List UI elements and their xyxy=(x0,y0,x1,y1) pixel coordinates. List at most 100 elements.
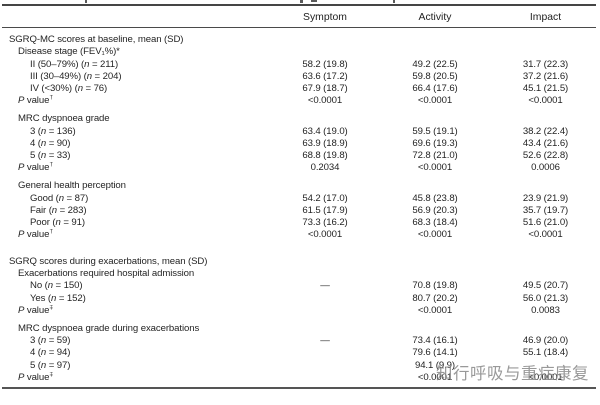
row-label: Exacerbations required hospital admissio… xyxy=(18,268,195,280)
row-label: III (30–49%) (n = 204) xyxy=(30,70,122,82)
row-label: Good (n = 87) xyxy=(30,192,89,204)
table-row: 4 (n = 90) 63.9 (18.9) 69.6 (19.3) 43.4 … xyxy=(2,138,596,150)
table-row: 3 (n = 136) 63.4 (19.0) 59.5 (19.1) 38.2… xyxy=(2,126,596,138)
symptom-value: 63.4 (19.0) xyxy=(302,125,348,137)
table-row: IV (<30%) (n = 76) 67.9 (18.7) 66.4 (17.… xyxy=(2,83,596,95)
table-row: 5 (n = 97) 94.1 (9.9) xyxy=(2,360,596,372)
activity-value: 49.2 (22.5) xyxy=(412,58,458,70)
symptom-value: — xyxy=(320,280,330,292)
table-row: Yes (n = 152) 80.7 (20.2) 56.0 (21.3) xyxy=(2,293,596,305)
table-row: Disease stage (FEV₁%)* xyxy=(2,46,596,58)
row-label: IV (<30%) (n = 76) xyxy=(30,83,108,95)
impact-value: 43.4 (21.6) xyxy=(522,137,569,149)
row-label: P value† xyxy=(18,95,54,107)
table-row: MRC dyspnoea grade xyxy=(2,113,596,125)
table-row: MRC dyspnoea grade during exacerbations xyxy=(2,323,596,335)
activity-value: <0.0001 xyxy=(417,304,453,316)
impact-value: 52.6 (22.8) xyxy=(522,150,569,162)
row-label: Poor (n = 91) xyxy=(30,217,85,229)
row-label: P value† xyxy=(18,229,54,241)
table-row: Exacerbations required hospital admissio… xyxy=(2,268,596,280)
impact-value: 0.0083 xyxy=(531,304,560,316)
activity-value: <0.0001 xyxy=(417,162,453,174)
table-row: SGRQ scores during exacerbations, mean (… xyxy=(2,256,596,268)
cutoff-text-fragment xyxy=(393,0,395,3)
symptom-value: 73.3 (16.2) xyxy=(302,217,348,229)
activity-value: 79.6 (14.1) xyxy=(412,347,458,359)
impact-value: 46.9 (20.0) xyxy=(522,335,569,347)
table-row: Fair (n = 283) 61.5 (17.9) 56.9 (20.3) 3… xyxy=(2,205,596,217)
row-label: Disease stage (FEV₁%)* xyxy=(18,46,120,58)
table-row: P value‡ <0.0001 0.0083 xyxy=(2,305,596,317)
table-body: SGRQ-MC scores at baseline, mean (SD) Di… xyxy=(2,34,596,384)
table-row: 3 (n = 59) — 73.4 (16.1) 46.9 (20.0) xyxy=(2,335,596,347)
activity-value: <0.0001 xyxy=(417,371,453,383)
symptom-value: — xyxy=(320,335,330,347)
impact-value: 31.7 (22.3) xyxy=(522,58,569,70)
symptom-value: 61.5 (17.9) xyxy=(302,204,348,216)
row-label: P value‡ xyxy=(18,371,54,383)
column-header-impact: Impact xyxy=(529,12,562,23)
activity-value: 69.6 (19.3) xyxy=(412,137,458,149)
impact-value: 37.2 (21.6) xyxy=(522,70,569,82)
activity-value: <0.0001 xyxy=(417,229,453,241)
table-row: P value† 0.2034 <0.0001 0.0006 xyxy=(2,162,596,174)
activity-value: 70.8 (19.8) xyxy=(412,280,458,292)
impact-value: <0.0001 xyxy=(528,229,563,241)
row-label: 3 (n = 59) xyxy=(30,335,71,347)
row-label: General health perception xyxy=(18,180,126,192)
column-header-activity: Activity xyxy=(418,12,452,23)
cutoff-text-fragment xyxy=(311,0,317,2)
table-row: P value† <0.0001 <0.0001 <0.0001 xyxy=(2,95,596,107)
table-header-rule xyxy=(2,26,596,28)
row-label: 4 (n = 90) xyxy=(30,137,71,149)
row-label: SGRQ-MC scores at baseline, mean (SD) xyxy=(9,34,184,45)
cutoff-text-fragment xyxy=(300,0,303,3)
symptom-value: 0.2034 xyxy=(310,162,340,174)
row-label: No (n = 150) xyxy=(30,280,83,292)
table-header-row: Symptom Activity Impact xyxy=(2,12,596,24)
activity-value: 68.3 (18.4) xyxy=(412,217,458,229)
table-row: SGRQ-MC scores at baseline, mean (SD) xyxy=(2,34,596,46)
activity-value: 59.5 (19.1) xyxy=(412,125,458,137)
row-label: Fair (n = 283) xyxy=(30,204,87,216)
table-row: 5 (n = 33) 68.8 (19.8) 72.8 (21.0) 52.6 … xyxy=(2,150,596,162)
symptom-value: 63.9 (18.9) xyxy=(302,137,348,149)
impact-value: 0.0006 xyxy=(531,162,560,174)
row-label: 5 (n = 97) xyxy=(30,359,71,371)
activity-value: 56.9 (20.3) xyxy=(412,204,458,216)
impact-value: 45.1 (21.5) xyxy=(522,83,569,95)
table-row: Poor (n = 91) 73.3 (16.2) 68.3 (18.4) 51… xyxy=(2,217,596,229)
table-row: 4 (n = 94) 79.6 (14.1) 55.1 (18.4) xyxy=(2,347,596,359)
impact-value: <0.0001 xyxy=(528,95,563,107)
symptom-value: 63.6 (17.2) xyxy=(302,70,348,82)
symptom-value: 58.2 (19.8) xyxy=(302,58,348,70)
table-row: General health perception xyxy=(2,180,596,192)
impact-value: 35.7 (19.7) xyxy=(522,204,569,216)
row-label: 4 (n = 94) xyxy=(30,347,71,359)
watermark: 知行呼吸与重症康复 xyxy=(436,365,589,383)
symptom-value: 67.9 (18.7) xyxy=(302,83,348,95)
activity-value: <0.0001 xyxy=(417,95,453,107)
table-top-rule xyxy=(2,4,596,7)
table-row: P value‡ <0.0001 <0.0001 xyxy=(2,372,596,384)
activity-value: 73.4 (16.1) xyxy=(412,335,458,347)
row-label: 5 (n = 33) xyxy=(30,150,71,162)
row-label: MRC dyspnoea grade during exacerbations xyxy=(18,322,200,334)
table-row: P value† <0.0001 <0.0001 <0.0001 xyxy=(2,229,596,241)
header-spacer xyxy=(2,12,274,24)
row-label: P value† xyxy=(18,162,54,174)
symptom-value: 68.8 (19.8) xyxy=(302,150,348,162)
impact-value: 49.5 (20.7) xyxy=(522,280,569,292)
symptom-value: <0.0001 xyxy=(307,229,343,241)
cutoff-text-fragment xyxy=(85,0,87,3)
symptom-value: 54.2 (17.0) xyxy=(302,192,348,204)
row-label: 3 (n = 136) xyxy=(30,125,76,137)
table-row: No (n = 150) — 70.8 (19.8) 49.5 (20.7) xyxy=(2,280,596,292)
row-label: MRC dyspnoea grade xyxy=(18,113,110,125)
activity-value: 80.7 (20.2) xyxy=(412,292,458,304)
row-label: SGRQ scores during exacerbations, mean (… xyxy=(9,255,208,267)
table-row: Good (n = 87) 54.2 (17.0) 45.8 (23.8) 23… xyxy=(2,193,596,205)
impact-value: 56.0 (21.3) xyxy=(522,292,569,304)
